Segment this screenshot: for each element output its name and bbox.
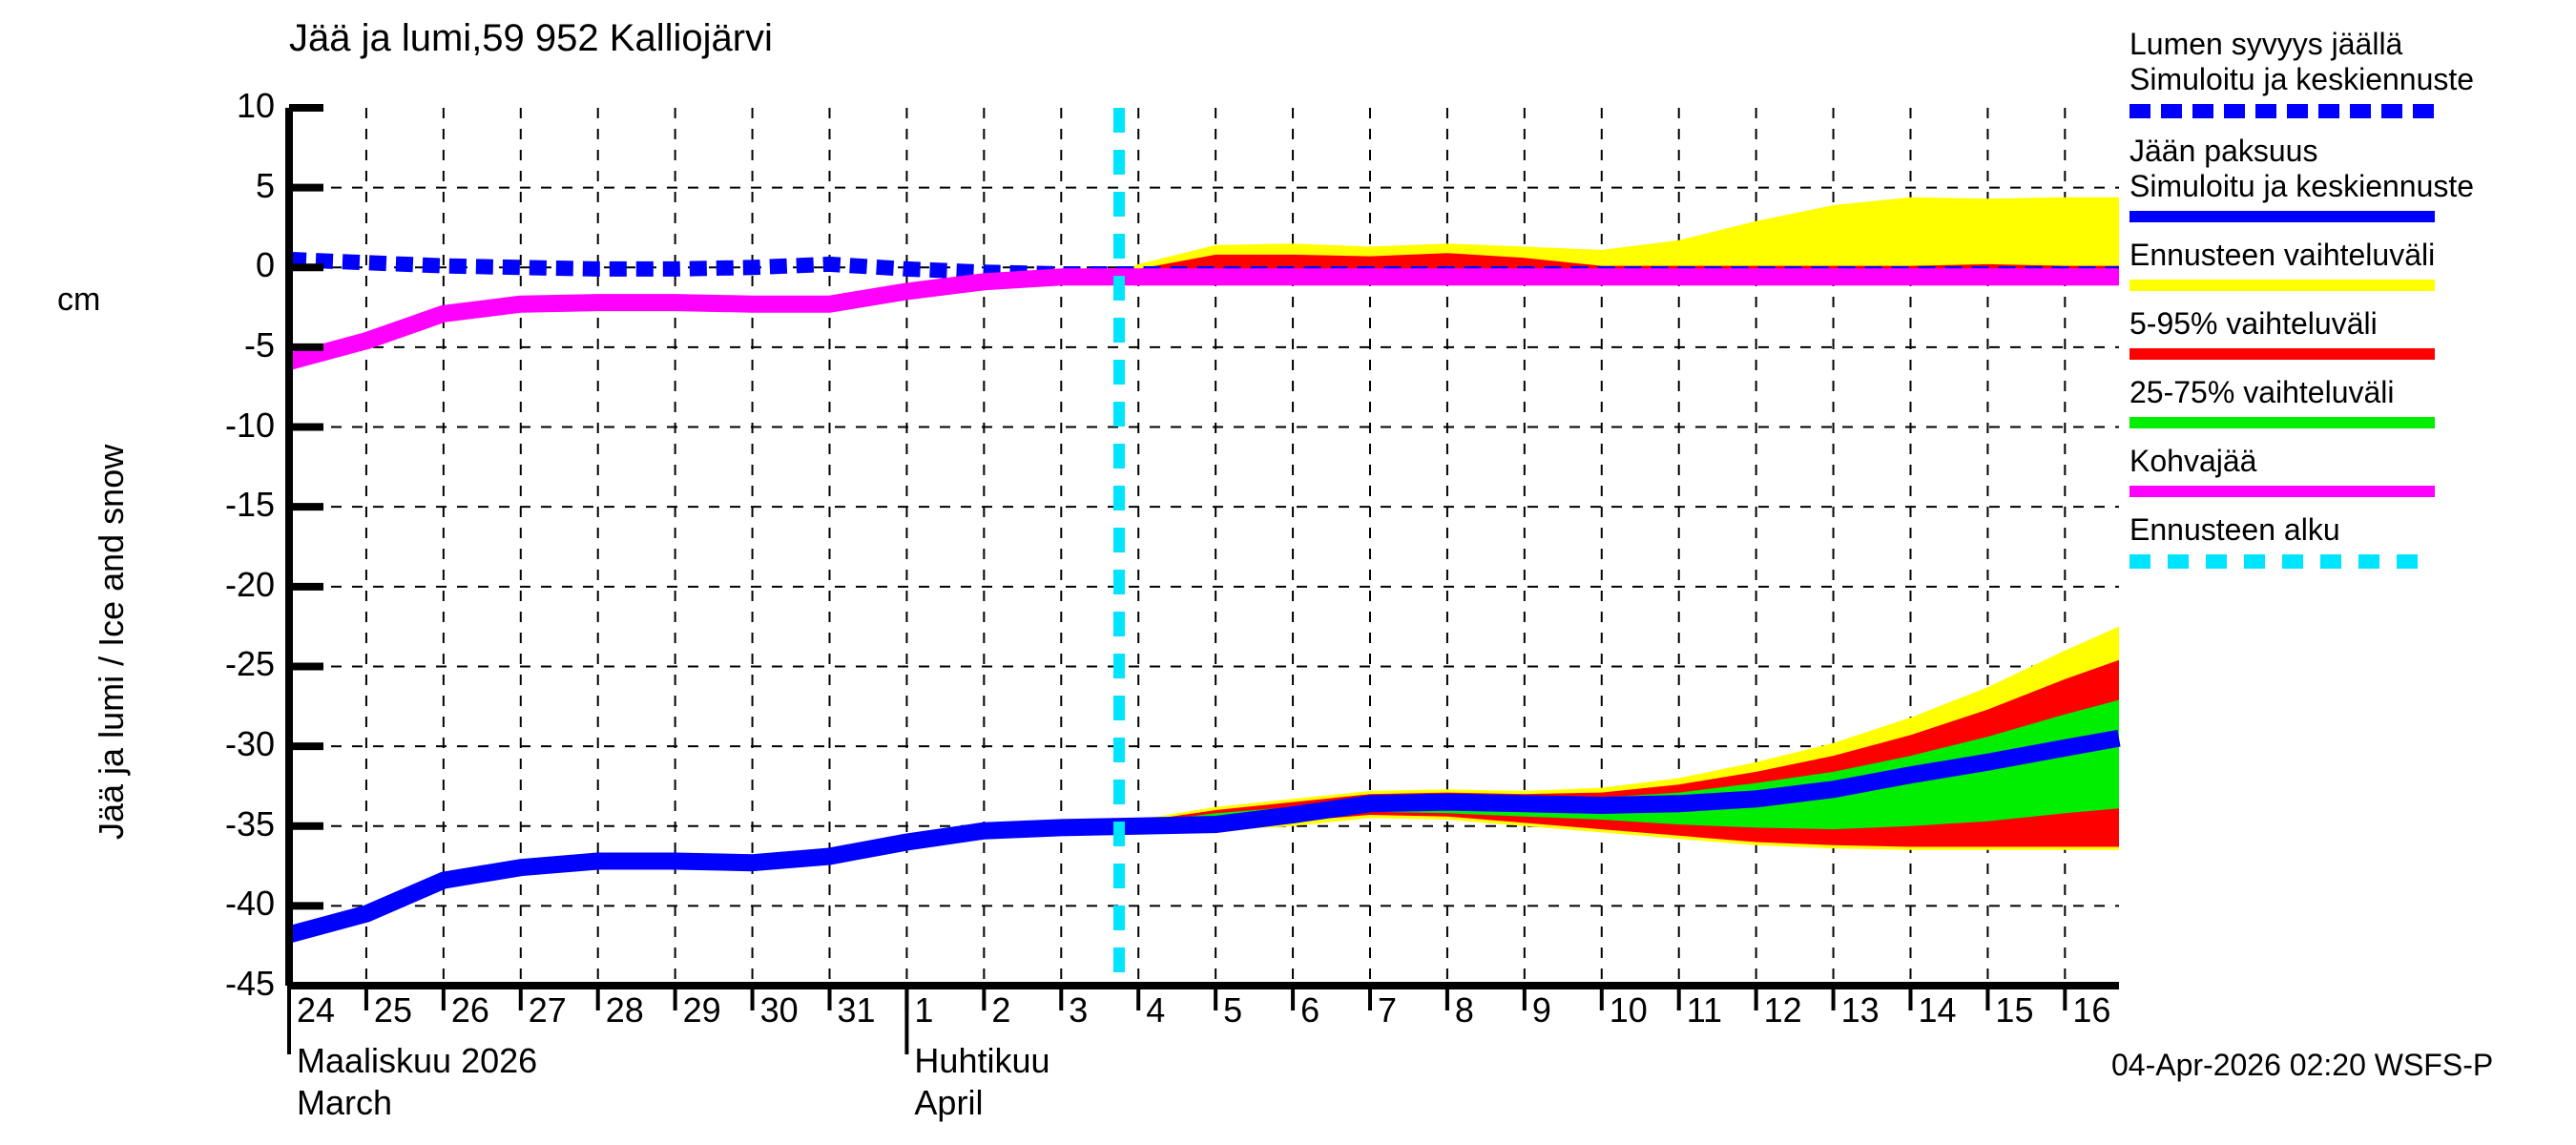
timestamp-footer: 04-Apr-2026 02:20 WSFS-P	[2111, 1048, 2494, 1082]
band-ice	[1119, 699, 2119, 830]
y-tick-label: 0	[255, 245, 275, 285]
legend-swatch	[2129, 554, 2435, 569]
y-tick-label: -15	[224, 485, 275, 525]
chart-legend: Lumen syvyys jäällä Simuloitu ja keskienn…	[2129, 27, 2568, 584]
x-tick-label: 3	[1069, 990, 1089, 1030]
page-title: Jää ja lumi,59 952 Kalliojärvi	[289, 17, 773, 59]
legend-item-title: Ennusteen vaihteluväli	[2129, 238, 2436, 272]
y-tick-label: -5	[243, 324, 275, 364]
x-tick-label: 24	[297, 990, 336, 1030]
series-line	[288, 251, 2119, 281]
legend-item: 25-75% vaihteluväli	[2129, 375, 2568, 428]
legend-item: Jään paksuus Simuloitu ja keskiennuste	[2129, 134, 2568, 222]
x-tick-label: 16	[2072, 990, 2111, 1030]
x-tick-label: 26	[450, 990, 489, 1030]
y-tick-label: -10	[224, 405, 275, 445]
x-tick-label: 28	[605, 990, 644, 1030]
legend-item: Ennusteen alku	[2129, 512, 2568, 569]
x-tick-label: 15	[1995, 990, 2034, 1030]
y-tick-label: -20	[224, 564, 275, 604]
y-tick-label: -45	[224, 964, 275, 1003]
legend-swatch	[2129, 104, 2435, 118]
legend-item-title: Lumen syvyys jäällä	[2129, 27, 2403, 61]
x-tick-label: 7	[1377, 990, 1398, 1030]
legend-swatch	[2129, 280, 2435, 291]
x-tick-label: 10	[1609, 990, 1648, 1030]
x-tick-label: 6	[1300, 990, 1320, 1030]
x-tick-label: 5	[1223, 990, 1243, 1030]
month-label-fi: Huhtikuu	[914, 1041, 1050, 1080]
legend-item: Kohvajää	[2129, 444, 2568, 497]
x-axis-ticks: 24 25 26 27 28 29 30 31 1 2 3 4 5 6 7 8 9 10 11 12 13 14 15 16 M…	[289, 990, 2119, 1122]
x-tick-label: 2	[991, 990, 1011, 1030]
x-tick-label: 25	[373, 990, 412, 1030]
legend-item-title: 5-95% vaihteluväli	[2129, 306, 2378, 341]
legend-item-title: 25-75% vaihteluväli	[2129, 375, 2395, 409]
x-tick-label: 12	[1763, 990, 1802, 1030]
x-axis-month-block: Maaliskuu 2026 March	[297, 1040, 537, 1124]
data-series	[286, 251, 2121, 944]
y-tick-label: 5	[255, 165, 275, 205]
y-tick-label: -30	[224, 724, 275, 764]
legend-item: 5-95% vaihteluväli	[2129, 306, 2568, 360]
y-axis-ticks: 10 5 0 -5 -10 -15 -20 -25 -30 -35 -40 -45	[141, 86, 275, 1003]
series-line	[286, 268, 2119, 370]
y-tick-label: -25	[224, 644, 275, 684]
legend-item-title: Kohvajää	[2129, 444, 2257, 478]
month-label-fi: Maaliskuu 2026	[297, 1041, 538, 1080]
x-tick-label: 11	[1686, 990, 1723, 1030]
x-tick-label: 29	[682, 990, 721, 1030]
x-tick-label: 8	[1454, 990, 1474, 1030]
y-tick-label: -40	[224, 884, 275, 924]
legend-swatch	[2129, 417, 2435, 428]
legend-item-subtitle: Simuloitu ja keskiennuste	[2129, 62, 2475, 96]
y-tick-label: 10	[236, 86, 275, 125]
y-axis-unit: cm	[57, 281, 101, 318]
uncertainty-bands	[1119, 197, 2119, 850]
band-snow	[1119, 197, 2119, 274]
x-tick-label: 9	[1531, 990, 1551, 1030]
legend-swatch	[2129, 486, 2435, 497]
legend-item-title: Ennusteen alku	[2129, 512, 2340, 547]
x-tick-label: 30	[759, 990, 799, 1030]
series-line	[286, 729, 2121, 944]
x-tick-label: 14	[1918, 990, 1957, 1030]
legend-swatch	[2129, 211, 2435, 222]
legend-item: Ennusteen vaihteluväli	[2129, 238, 2568, 291]
y-tick-label: -35	[224, 803, 275, 843]
x-tick-label: 27	[528, 990, 567, 1030]
legend-item-title: Jään paksuus	[2129, 134, 2318, 168]
legend-item-subtitle: Simuloitu ja keskiennuste	[2129, 169, 2475, 203]
legend-item: Lumen syvyys jäällä Simuloitu ja keskienn…	[2129, 27, 2568, 118]
x-tick-label: 4	[1146, 990, 1166, 1030]
axis-spines	[285, 104, 2119, 1054]
month-label-en: April	[914, 1083, 984, 1122]
x-tick-label: 13	[1840, 990, 1880, 1030]
legend-swatch	[2129, 348, 2435, 360]
x-axis-month-block: Huhtikuu April	[914, 1040, 1049, 1124]
x-tick-label: 1	[914, 990, 934, 1030]
x-tick-label: 31	[837, 990, 876, 1030]
month-label-en: March	[297, 1083, 393, 1122]
